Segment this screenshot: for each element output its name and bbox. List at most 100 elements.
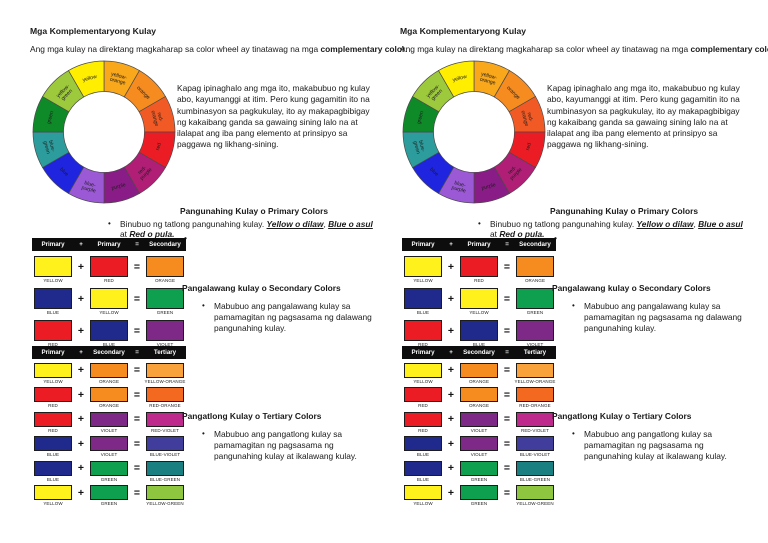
color-swatch-red [404,320,442,341]
color-swatch-red-violet [516,411,554,427]
color-swatch-orange [460,387,498,402]
intro-text: Ang mga kulay na direktang magkaharap sa… [30,44,321,54]
equals-sign: = [503,486,511,499]
plus-sign: + [447,486,455,499]
mix-row: RED + VIOLET = RED-VIOLET [402,411,556,433]
header-equals-sign: = [135,349,139,356]
mix-row: RED + VIOLET = RED-VIOLET [32,411,186,433]
header-col-primary-1: Primary [41,241,65,248]
wheel-label-purple: purple [111,182,127,192]
color-swatch-violet [90,411,128,427]
swatch-label: RED [418,427,428,433]
input-color-cell: RED [32,411,74,433]
color-swatch-violet [146,320,184,341]
equals-sign: = [133,388,141,401]
mix-row: YELLOW + RED = ORANGE [32,256,186,283]
header-col-primary-1: Primary [411,241,435,248]
mix-row: YELLOW + RED = ORANGE [402,256,556,283]
header-equals-sign: = [505,349,509,356]
primary-colors-bullet: • Binubuo ng tatlong pangunahing kulay. … [108,219,380,239]
input-color-cell: BLUE [402,460,444,482]
result-color-cell: RED-VIOLET [514,411,556,433]
bullet-icon: • [478,219,481,228]
result-color-cell: BLUE-VIOLET [514,436,556,457]
result-color-cell: YELLOW-GREEN [514,485,556,506]
equals-sign: = [503,292,511,305]
equals-sign: = [503,324,511,337]
color-swatch-yellow [460,288,498,309]
swatch-label: YELLOW [469,310,489,315]
color-swatch-blue [34,460,72,476]
equals-sign: = [503,437,511,450]
color-swatch-red [34,411,72,427]
swatch-label: YELLOW [43,501,63,506]
color-swatch-red-orange [516,387,554,402]
color-swatch-yellow [34,256,72,277]
swatch-label: RED [104,278,114,283]
color-swatch-yellow [34,362,72,378]
header-equals-sign: = [505,241,509,248]
primary-color-red-term: Red o pula. [499,229,545,239]
tertiary-colors-heading: Pangatlong Kulay o Tertiary Colors [552,411,692,421]
input-color-cell: RED [402,320,444,347]
swatch-label: RED [48,342,58,347]
tertiary-colors-table: Primary + Secondary = Tertiary YELLOW + OR… [402,346,556,506]
intro-paragraph: Ang mga kulay na direktang magkaharap sa… [30,44,408,54]
tertiary-bullet-text: Mabubuo ang pangatlong kulay sa pamamagi… [584,429,727,462]
secondary-table-header: Primary + Primary = Secondary [402,238,556,251]
primary-colors-heading: Pangunahing Kulay o Primary Colors [550,206,698,216]
mix-row: BLUE + GREEN = BLUE-GREEN [32,460,186,482]
result-color-cell: BLUE-GREEN [514,460,556,482]
mixing-note-paragraph: Kapag ipinaghalo ang mga ito, makabubuo … [177,83,370,150]
input-color-cell: BLUE [32,460,74,482]
tertiary-colors-table: Primary + Secondary = Tertiary YELLOW + OR… [32,346,186,506]
wheel-label-yellow-orange: yellow-orange [479,71,498,86]
plus-sign: + [77,413,85,425]
wheel-label-yellow: yellow [452,74,468,84]
color-wheel: yellow-orangeorangered-orangeredred-purp… [32,60,176,204]
plus-sign: + [447,437,455,450]
swatch-label: GREEN [526,310,544,315]
result-color-cell: YELLOW-GREEN [144,485,186,506]
color-swatch-yellow-green [146,485,184,500]
result-color-cell: YELLOW-ORANGE [144,362,186,384]
wheel-label-blue: blue [428,167,439,178]
color-swatch-yellow-orange [146,362,184,378]
primary-color-yellow-term: Yellow o dilaw [636,219,694,229]
wheel-label-red-orange: red-orange [519,109,534,128]
mix-row: BLUE + VIOLET = BLUE-VIOLET [402,436,556,457]
tertiary-colors-bullet: • Mabubuo ang pangatlong kulay sa pamama… [202,429,382,463]
swatch-label: BLUE [46,476,60,482]
color-swatch-red-violet [146,411,184,427]
swatch-label: RED-ORANGE [149,403,181,408]
primary-color-red-term: Red o pula. [129,229,175,239]
wheel-label-blue-green: blue-green [42,139,56,155]
input-color-cell: BLUE [32,436,74,457]
equals-sign: = [133,437,141,450]
color-swatch-blue [460,320,498,341]
secondary-colors-bullet: • Mabubuo ang pangalawang kulay sa pamam… [202,301,388,335]
input-color-cell: RED [32,320,74,347]
mix-row: BLUE + GREEN = BLUE-GREEN [402,460,556,482]
wheel-label-green: green [46,110,55,124]
color-swatch-violet [516,320,554,341]
swatch-label: RED [48,427,58,433]
mix-row: RED + BLUE = VIOLET [32,320,186,347]
color-swatch-orange [460,362,498,378]
plus-sign: + [447,324,455,337]
mix-row: BLUE + VIOLET = BLUE-VIOLET [32,436,186,457]
wheel-label-red: red [155,142,163,151]
secondary-bullet-text: Mabubuo ang pangalawang kulay sa pamamag… [214,301,372,334]
equals-sign: = [503,388,511,401]
header-equals-sign: = [135,241,139,248]
swatch-label: YELLOW [413,278,433,283]
input-color-cell: BLUE [32,288,74,315]
color-swatch-orange [90,362,128,378]
swatch-label: BLUE-GREEN [149,476,181,482]
mix-row: YELLOW + ORANGE = YELLOW-ORANGE [402,362,556,384]
color-swatch-green [460,485,498,500]
swatch-label: YELLOW-ORANGE [514,378,556,384]
color-swatch-red [34,387,72,402]
swatch-label: BLUE [472,342,486,347]
